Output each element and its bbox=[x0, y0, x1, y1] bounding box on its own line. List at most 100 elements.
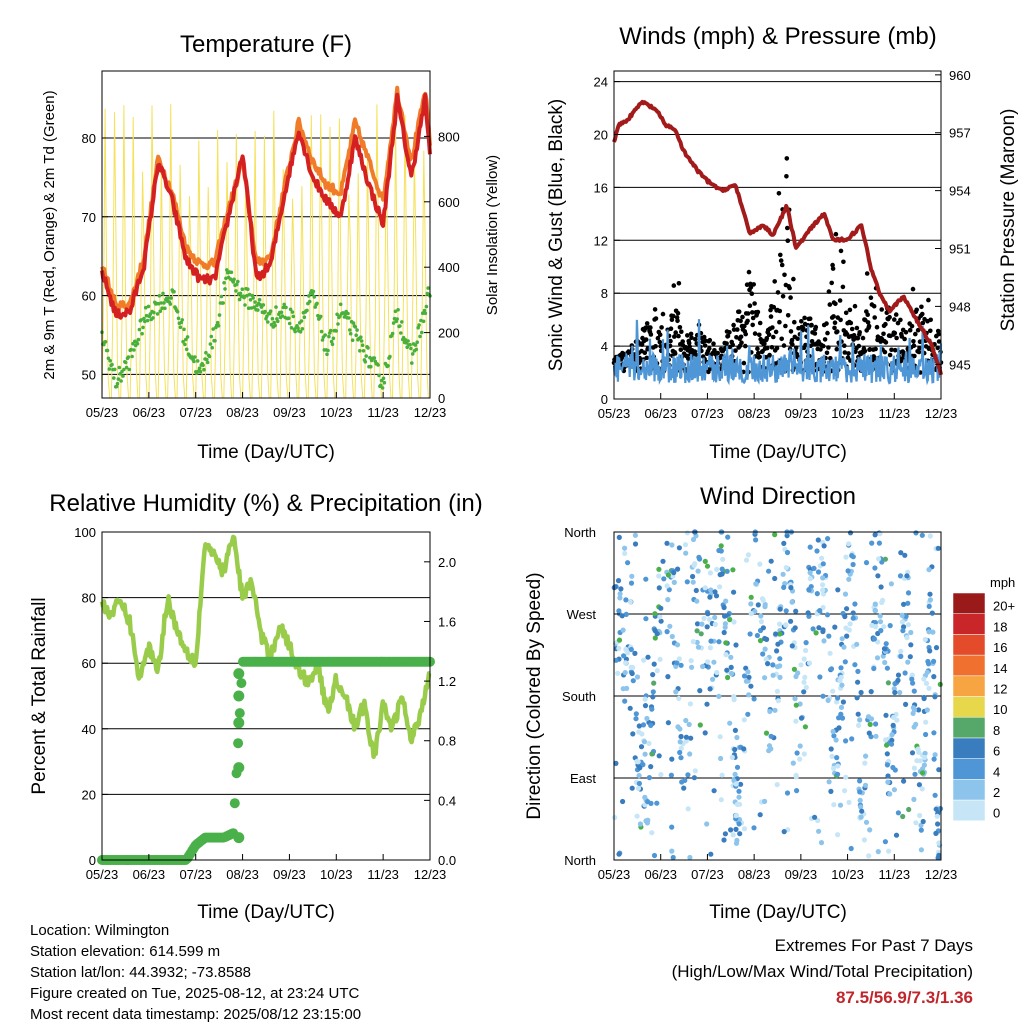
dewpoint-point bbox=[347, 316, 351, 320]
direction-point bbox=[692, 768, 698, 774]
humidity-title: Relative Humidity (%) & Precipitation (i… bbox=[49, 490, 482, 517]
direction-point bbox=[875, 573, 881, 579]
direction-point bbox=[763, 730, 770, 736]
direction-point bbox=[734, 764, 741, 770]
direction-point bbox=[898, 653, 904, 660]
gust-point bbox=[727, 330, 732, 335]
dewpoint-point bbox=[116, 377, 121, 381]
winds-ytick-label: 24 bbox=[594, 75, 608, 90]
direction-point bbox=[927, 533, 933, 539]
dewpoint-point bbox=[287, 321, 292, 326]
direction-point bbox=[794, 750, 800, 756]
direction-point bbox=[933, 830, 939, 837]
direction-point bbox=[705, 659, 711, 665]
direction-point bbox=[733, 781, 739, 787]
dewpoint-point bbox=[159, 301, 163, 305]
direction-point bbox=[617, 591, 623, 597]
direction-point bbox=[916, 782, 923, 788]
direction-point bbox=[891, 787, 898, 793]
direction-point bbox=[840, 699, 847, 705]
direction-point bbox=[931, 658, 937, 665]
gust-point bbox=[833, 301, 838, 307]
dewpoint-point bbox=[287, 316, 291, 321]
gust-point bbox=[644, 321, 650, 326]
direction-point bbox=[751, 696, 757, 702]
dewpoint-point bbox=[121, 374, 125, 378]
direction-title: Wind Direction bbox=[700, 483, 856, 510]
gust-point bbox=[785, 225, 790, 231]
gust-point bbox=[882, 349, 888, 355]
winds-ytick-label: 8 bbox=[601, 286, 608, 301]
speed-legend-swatch bbox=[952, 779, 986, 801]
dewpoint-point bbox=[224, 276, 228, 281]
direction-point bbox=[622, 670, 628, 676]
humidity-xtick-label: 11/23 bbox=[367, 867, 399, 882]
gust-point bbox=[672, 351, 678, 356]
speed-legend-title: mph bbox=[990, 575, 1015, 590]
direction-point bbox=[788, 618, 794, 624]
gust-point bbox=[892, 347, 898, 353]
direction-point bbox=[656, 585, 662, 591]
direction-point bbox=[711, 659, 717, 665]
temperature-series bbox=[100, 85, 432, 399]
gust-point bbox=[793, 345, 799, 351]
direction-point bbox=[790, 760, 796, 766]
humidity-plot-frame bbox=[101, 531, 431, 861]
direction-point bbox=[669, 633, 675, 640]
direction-point bbox=[665, 674, 671, 680]
direction-point bbox=[714, 566, 720, 573]
dewpoint-point bbox=[139, 318, 143, 322]
direction-point bbox=[712, 614, 718, 621]
direction-point bbox=[718, 543, 724, 549]
gust-point bbox=[652, 307, 658, 312]
direction-point bbox=[834, 755, 840, 761]
direction-point bbox=[716, 693, 722, 700]
direction-point bbox=[792, 696, 798, 702]
dewpoint-point bbox=[245, 293, 249, 298]
gust-point bbox=[711, 341, 716, 347]
dewpoint-point bbox=[235, 282, 239, 287]
speed-legend-label: 6 bbox=[993, 744, 1000, 759]
dewpoint-point bbox=[195, 359, 200, 363]
gust-point bbox=[668, 338, 673, 344]
direction-point bbox=[857, 778, 863, 784]
direction-point bbox=[718, 755, 724, 762]
gust-point bbox=[643, 325, 649, 331]
direction-point bbox=[908, 642, 914, 648]
direction-point bbox=[817, 674, 823, 680]
dewpoint-point bbox=[372, 356, 377, 360]
dewpoint-point bbox=[265, 314, 269, 319]
direction-point bbox=[838, 704, 845, 711]
direction-point bbox=[875, 639, 881, 645]
dewpoint-point bbox=[418, 334, 422, 339]
dewpoint-point bbox=[318, 314, 323, 319]
sonic-wind-line bbox=[612, 319, 943, 386]
direction-point bbox=[676, 695, 682, 702]
direction-point bbox=[677, 739, 683, 745]
direction-point bbox=[882, 839, 889, 845]
gust-point bbox=[776, 191, 782, 196]
dewpoint-point bbox=[130, 354, 134, 359]
direction-point bbox=[654, 668, 660, 674]
gust-point bbox=[672, 334, 677, 339]
direction-point bbox=[731, 619, 737, 625]
gust-point bbox=[738, 318, 743, 324]
dewpoint-point bbox=[328, 328, 333, 333]
gust-point bbox=[849, 326, 855, 332]
dewpoint-point bbox=[185, 335, 190, 339]
direction-point bbox=[762, 646, 768, 652]
direction-point bbox=[723, 652, 729, 658]
direction-point bbox=[918, 822, 924, 828]
direction-point bbox=[736, 788, 742, 794]
direction-point bbox=[862, 782, 869, 788]
gust-point bbox=[679, 329, 684, 335]
direction-point bbox=[772, 707, 778, 713]
gust-point bbox=[669, 317, 675, 323]
dewpoint-point bbox=[348, 328, 352, 332]
gust-point bbox=[748, 285, 754, 290]
gust-point bbox=[892, 330, 898, 336]
direction-point bbox=[911, 724, 917, 730]
dewpoint-point bbox=[146, 304, 151, 309]
direction-point bbox=[685, 806, 691, 812]
